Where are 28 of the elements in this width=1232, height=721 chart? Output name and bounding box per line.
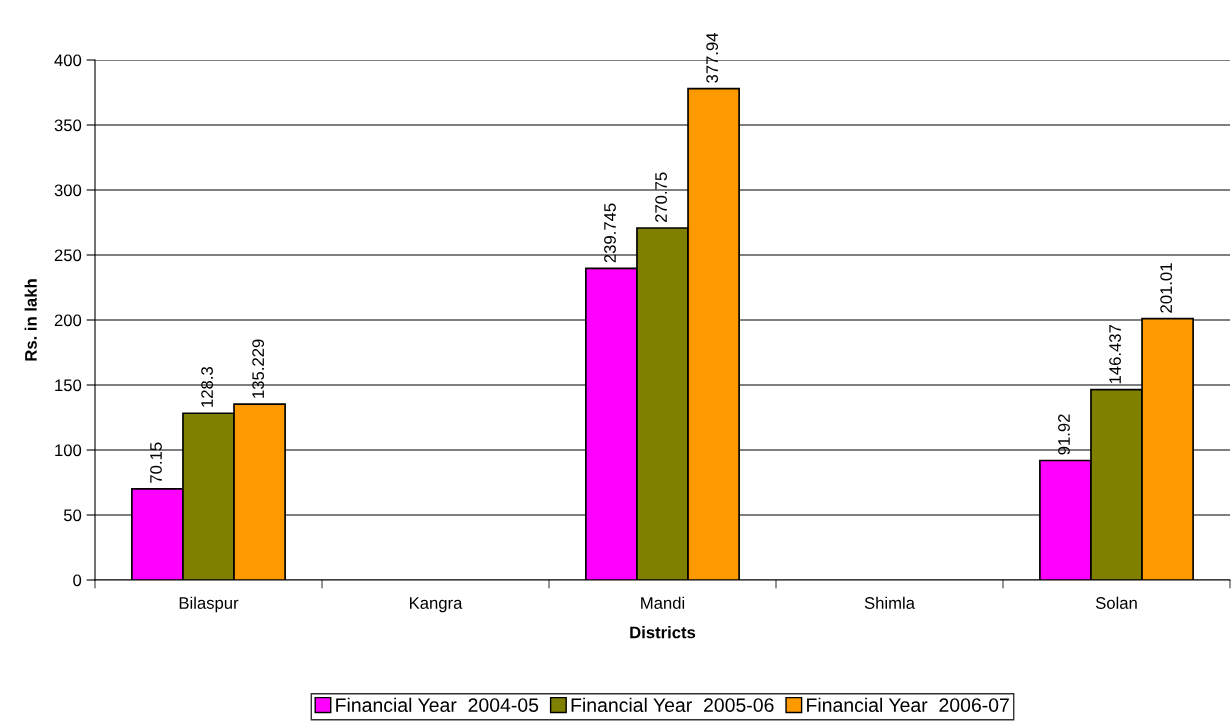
data-label: 128.3 xyxy=(201,367,213,407)
legend-label: Financial Year 2004-05 xyxy=(336,697,539,712)
x-tick-label: Mandi xyxy=(641,596,685,609)
y-tick-label: 150 xyxy=(55,379,82,392)
y-tick-label: 300 xyxy=(54,184,82,197)
y-tick-label: 50 xyxy=(63,509,82,522)
y-tick-label: 400 xyxy=(54,54,82,67)
x-tick-label: Solan xyxy=(1095,596,1137,609)
y-tick-label: 100 xyxy=(55,444,82,457)
data-label: 201.01 xyxy=(1160,263,1173,313)
data-label: 270.75 xyxy=(655,172,667,222)
data-label: 135.229 xyxy=(252,339,265,398)
x-axis-title: Districts xyxy=(630,626,696,639)
data-label: 91.92 xyxy=(1058,414,1070,455)
data-label: 146.437 xyxy=(1109,325,1121,384)
data-label: 239.745 xyxy=(604,203,616,263)
x-tick-label: Kangra xyxy=(410,597,463,613)
y-tick-label: 250 xyxy=(54,249,82,262)
y-tick-label: 200 xyxy=(54,314,82,327)
y-tick-label: 350 xyxy=(54,119,82,132)
x-tick-label: Bilaspur xyxy=(179,596,239,613)
legend-label: Financial Year 2006-07 xyxy=(807,697,1009,712)
x-tick-label: Shimla xyxy=(864,596,915,609)
y-axis-title: Rs. in lakh xyxy=(24,279,37,361)
legend-label: Financial Year 2005-06 xyxy=(571,697,774,712)
data-label: 70.15 xyxy=(150,442,162,483)
y-tick-label: 0 xyxy=(73,574,82,587)
data-label: 377.94 xyxy=(706,32,719,83)
